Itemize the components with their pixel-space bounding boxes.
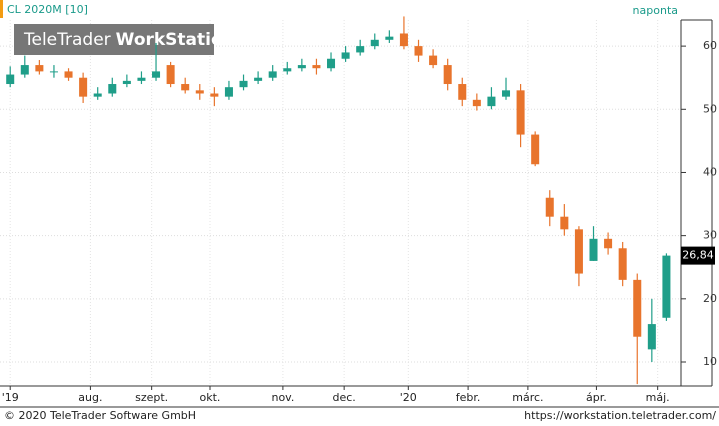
candle-body xyxy=(297,65,306,69)
watermark-light: TeleTrader xyxy=(23,30,111,50)
candle-body xyxy=(516,90,525,135)
chart-title: CL 2020M [10] xyxy=(7,3,88,16)
watermark-bold: WorkStation xyxy=(116,30,235,50)
candle-body xyxy=(633,279,642,337)
candle-body xyxy=(647,324,656,350)
candle-body xyxy=(414,46,423,56)
x-tick-label: dec. xyxy=(332,391,355,404)
x-tick-label: okt. xyxy=(200,391,221,404)
x-tick-label: '19 xyxy=(2,391,19,404)
candle-body xyxy=(604,238,613,249)
candle-body xyxy=(662,255,671,318)
y-tick-label: 60 xyxy=(703,39,717,52)
candle-body xyxy=(268,71,277,78)
candle-body xyxy=(181,84,190,91)
candle-body xyxy=(487,96,496,107)
footer-copyright: © 2020 TeleTrader Software GmbH xyxy=(4,409,196,422)
x-tick-label: máj. xyxy=(646,391,670,404)
footer-url: https://workstation.teletrader.com/ xyxy=(524,409,716,422)
candle-body xyxy=(356,46,365,53)
candle-body xyxy=(108,84,117,94)
candle-body xyxy=(385,36,394,40)
x-tick-label: ápr. xyxy=(586,391,607,404)
candle-body xyxy=(618,248,627,280)
y-tick-label: 20 xyxy=(703,292,717,305)
candle-body xyxy=(399,33,408,47)
candle-body xyxy=(224,87,233,97)
candle-body xyxy=(79,77,88,97)
y-tick-label: 40 xyxy=(703,165,717,178)
candle-body xyxy=(327,58,336,69)
candle-body xyxy=(20,65,29,75)
candle-body xyxy=(589,238,598,261)
candle-body xyxy=(137,77,146,81)
x-tick-label: febr. xyxy=(456,391,481,404)
x-tick-label: márc. xyxy=(512,391,543,404)
candle-body xyxy=(210,93,219,97)
candle-body xyxy=(239,80,248,88)
candle-body xyxy=(152,71,161,78)
title-marker xyxy=(0,0,3,18)
candle-body xyxy=(64,71,73,78)
candle-body xyxy=(574,229,583,274)
period-label: naponta xyxy=(633,4,678,17)
candle-body xyxy=(49,71,58,73)
candle-body xyxy=(458,84,467,100)
candle-body xyxy=(254,77,263,81)
watermark-box xyxy=(14,24,214,55)
candle-body xyxy=(429,55,438,66)
candle-body xyxy=(370,39,379,47)
candle-body xyxy=(122,80,131,85)
candle-body xyxy=(502,90,511,97)
y-tick-label: 10 xyxy=(703,355,717,368)
x-tick-label: '20 xyxy=(400,391,417,404)
candle-body xyxy=(6,74,15,85)
candle-body xyxy=(531,134,540,165)
candle-body xyxy=(312,65,321,69)
x-tick-label: nov. xyxy=(271,391,294,404)
candle-body xyxy=(560,216,569,230)
x-tick-label: aug. xyxy=(78,391,102,404)
candle-body xyxy=(283,68,292,72)
candle-body xyxy=(341,52,350,59)
last-value-label: 26,84 xyxy=(682,249,714,262)
last-value-box xyxy=(681,246,715,265)
candle-body xyxy=(35,65,44,72)
candle-body xyxy=(166,65,175,85)
watermark: TeleTrader WorkStation xyxy=(23,30,235,50)
candle-body xyxy=(93,93,102,97)
y-tick-label: 30 xyxy=(703,229,717,242)
y-tick-label: 50 xyxy=(703,102,717,115)
candle-body xyxy=(472,99,481,107)
candle-body xyxy=(545,197,554,217)
candle-body xyxy=(443,65,452,85)
x-tick-label: szept. xyxy=(135,391,168,404)
candle-body xyxy=(195,90,204,94)
